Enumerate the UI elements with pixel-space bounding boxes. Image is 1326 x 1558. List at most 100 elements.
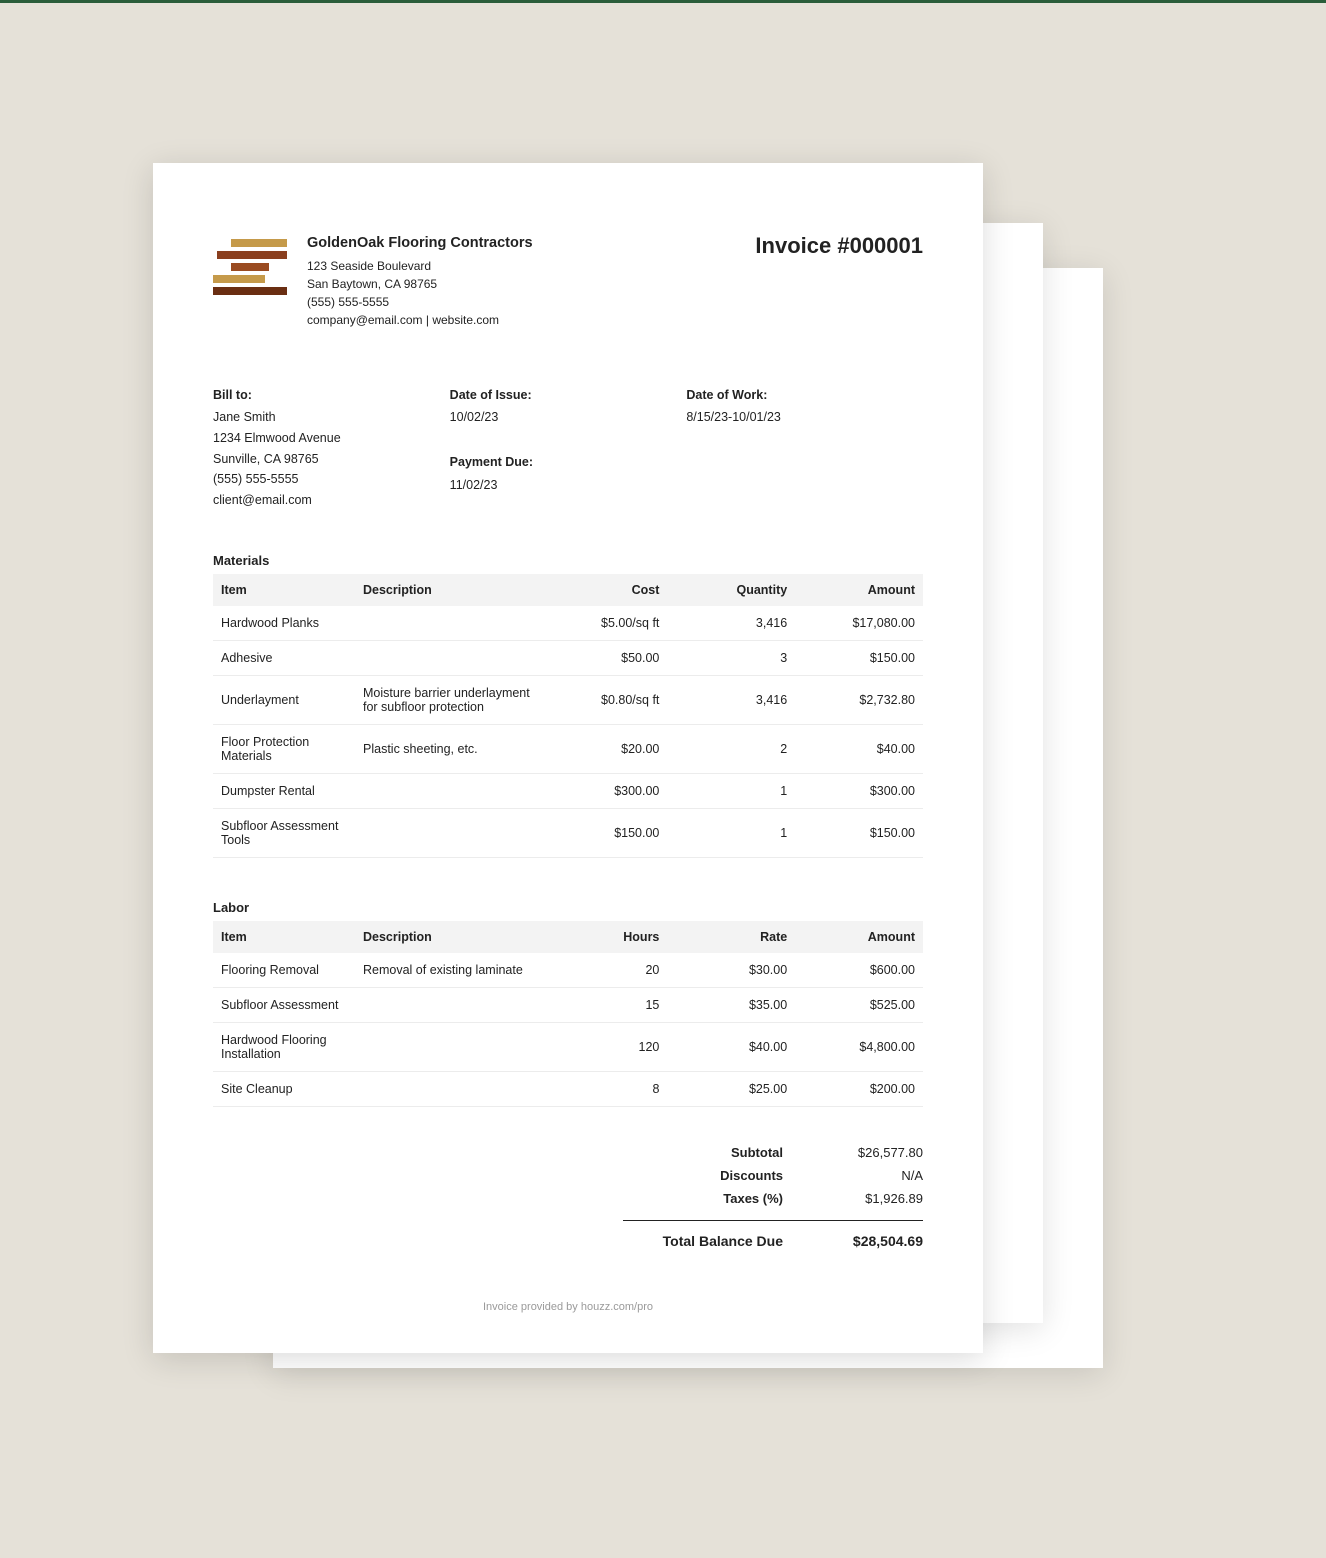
materials-col-qty: Quantity [667,574,795,606]
cell-item: Adhesive [213,640,355,675]
cell-desc [355,773,540,808]
issue-value: 10/02/23 [450,407,687,428]
cell-item: Site Cleanup [213,1071,355,1106]
cell-desc [355,1071,540,1106]
company-addr2: San Baytown, CA 98765 [307,275,533,293]
cell-rate: $25.00 [667,1071,795,1106]
invoice-number: Invoice #000001 [755,233,923,259]
cell-qty: 3,416 [667,675,795,724]
company-block: GoldenOak Flooring Contractors 123 Seasi… [307,233,533,329]
cell-cost: $150.00 [540,808,668,857]
materials-table: Item Description Cost Quantity Amount Ha… [213,574,923,858]
bill-to-label: Bill to: [213,385,450,406]
cell-cost: $0.80/sq ft [540,675,668,724]
footer-text: Invoice provided by houzz.com/pro [213,1301,923,1313]
cell-item: Floor Protection Materials [213,724,355,773]
cell-item: Hardwood Flooring Installation [213,1022,355,1071]
materials-title: Materials [213,553,923,568]
issue-label: Date of Issue: [450,385,687,406]
labor-table: Item Description Hours Rate Amount Floor… [213,921,923,1107]
cell-amount: $150.00 [795,640,923,675]
cell-amount: $17,080.00 [795,606,923,641]
bill-to-email: client@email.com [213,490,450,511]
cell-amount: $150.00 [795,808,923,857]
totals-rule [623,1220,923,1221]
company-logo [213,233,293,303]
cell-hours: 20 [540,953,668,988]
table-row: Hardwood Planks $5.00/sq ft3,416$17,080.0… [213,606,923,641]
cell-desc [355,606,540,641]
labor-col-hours: Hours [540,921,668,953]
work-label: Date of Work: [686,385,923,406]
cell-desc: Removal of existing laminate [355,953,540,988]
cell-qty: 1 [667,808,795,857]
cell-rate: $35.00 [667,987,795,1022]
company-name: GoldenOak Flooring Contractors [307,233,533,255]
cell-cost: $20.00 [540,724,668,773]
materials-col-amount: Amount [795,574,923,606]
table-row: Hardwood Flooring Installation 120$40.00$… [213,1022,923,1071]
table-row: Subfloor Assessment Tools $150.001$150.00 [213,808,923,857]
cell-item: Subfloor Assessment [213,987,355,1022]
cell-rate: $40.00 [667,1022,795,1071]
cell-desc: Plastic sheeting, etc. [355,724,540,773]
cell-item: Flooring Removal [213,953,355,988]
cell-desc [355,808,540,857]
payment-due-block: Payment Due: 11/02/23 [450,452,687,495]
bill-to-block: Bill to: Jane Smith 1234 Elmwood Avenue … [213,385,450,511]
bill-to-addr2: Sunville, CA 98765 [213,449,450,470]
cell-amount: $4,800.00 [795,1022,923,1071]
cell-desc [355,1022,540,1071]
cell-qty: 1 [667,773,795,808]
labor-col-rate: Rate [667,921,795,953]
company-phone: (555) 555-5555 [307,293,533,311]
labor-col-amount: Amount [795,921,923,953]
invoice-page: GoldenOak Flooring Contractors 123 Seasi… [153,163,983,1353]
cell-qty: 3 [667,640,795,675]
grand-label: Total Balance Due [623,1233,813,1249]
cell-amount: $600.00 [795,953,923,988]
cell-desc [355,987,540,1022]
subtotal-label: Subtotal [623,1145,813,1160]
cell-cost: $5.00/sq ft [540,606,668,641]
table-row: UnderlaymentMoisture barrier underlaymen… [213,675,923,724]
cell-amount: $300.00 [795,773,923,808]
labor-col-desc: Description [355,921,540,953]
cell-hours: 8 [540,1071,668,1106]
grand-value: $28,504.69 [813,1233,923,1249]
materials-col-cost: Cost [540,574,668,606]
due-label: Payment Due: [450,452,687,473]
table-row: Site Cleanup 8$25.00$200.00 [213,1071,923,1106]
cell-item: Dumpster Rental [213,773,355,808]
table-row: Subfloor Assessment15$35.00$525.00 [213,987,923,1022]
cell-hours: 120 [540,1022,668,1071]
cell-qty: 2 [667,724,795,773]
subtotal-value: $26,577.80 [813,1145,923,1160]
taxes-value: $1,926.89 [813,1191,923,1206]
bill-to-addr1: 1234 Elmwood Avenue [213,428,450,449]
labor-col-item: Item [213,921,355,953]
table-row: Flooring RemovalRemoval of existing lami… [213,953,923,988]
bill-to-phone: (555) 555-5555 [213,469,450,490]
cell-amount: $525.00 [795,987,923,1022]
cell-desc [355,640,540,675]
table-row: Dumpster Rental$300.001$300.00 [213,773,923,808]
date-of-work-block: Date of Work: 8/15/23-10/01/23 [686,385,923,428]
cell-item: Subfloor Assessment Tools [213,808,355,857]
discounts-label: Discounts [623,1168,813,1183]
date-of-issue-block: Date of Issue: 10/02/23 [450,385,687,428]
discounts-value: N/A [813,1168,923,1183]
company-addr1: 123 Seaside Boulevard [307,257,533,275]
cell-amount: $200.00 [795,1071,923,1106]
cell-qty: 3,416 [667,606,795,641]
cell-amount: $40.00 [795,724,923,773]
cell-rate: $30.00 [667,953,795,988]
bill-to-name: Jane Smith [213,407,450,428]
cell-item: Hardwood Planks [213,606,355,641]
company-contact: company@email.com | website.com [307,311,533,329]
due-value: 11/02/23 [450,475,687,496]
work-value: 8/15/23-10/01/23 [686,407,923,428]
table-row: Floor Protection MaterialsPlastic sheeti… [213,724,923,773]
materials-col-item: Item [213,574,355,606]
totals-block: Subtotal $26,577.80 Discounts N/A Taxes … [623,1141,923,1253]
